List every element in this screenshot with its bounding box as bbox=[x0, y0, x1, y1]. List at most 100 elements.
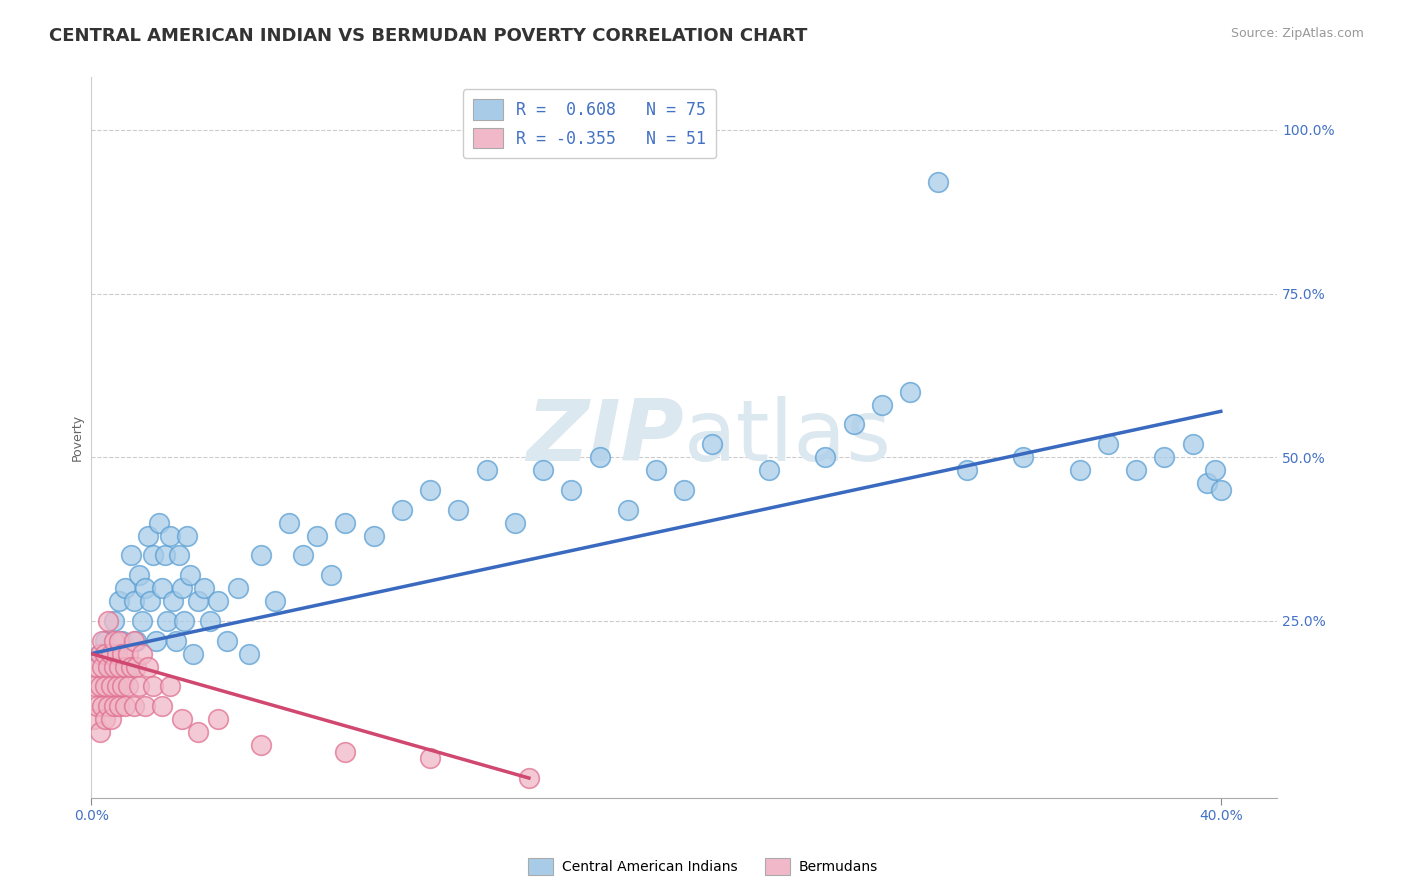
Point bbox=[148, 516, 170, 530]
Point bbox=[419, 483, 441, 497]
Point bbox=[91, 659, 114, 673]
Point bbox=[645, 463, 668, 477]
Point bbox=[616, 502, 638, 516]
Point bbox=[159, 679, 181, 693]
Point bbox=[100, 647, 122, 661]
Point bbox=[128, 679, 150, 693]
Point bbox=[673, 483, 696, 497]
Point bbox=[321, 568, 343, 582]
Point bbox=[277, 516, 299, 530]
Point bbox=[94, 679, 117, 693]
Point bbox=[91, 698, 114, 713]
Point bbox=[89, 647, 111, 661]
Y-axis label: Poverty: Poverty bbox=[72, 414, 84, 461]
Point bbox=[153, 549, 176, 563]
Point bbox=[207, 594, 229, 608]
Point bbox=[181, 647, 204, 661]
Point bbox=[814, 450, 837, 465]
Point bbox=[1181, 437, 1204, 451]
Point bbox=[91, 633, 114, 648]
Point bbox=[86, 698, 108, 713]
Point bbox=[307, 529, 329, 543]
Point bbox=[136, 659, 159, 673]
Point bbox=[145, 633, 167, 648]
Point bbox=[142, 549, 165, 563]
Point bbox=[97, 659, 120, 673]
Point bbox=[588, 450, 610, 465]
Point bbox=[956, 463, 979, 477]
Point bbox=[108, 594, 131, 608]
Point bbox=[100, 679, 122, 693]
Point bbox=[1125, 463, 1147, 477]
Point bbox=[842, 417, 865, 432]
Point bbox=[1097, 437, 1119, 451]
Point bbox=[150, 698, 173, 713]
Point bbox=[117, 659, 139, 673]
Point bbox=[419, 751, 441, 765]
Point bbox=[165, 633, 187, 648]
Point bbox=[335, 516, 357, 530]
Point bbox=[187, 594, 209, 608]
Point bbox=[117, 679, 139, 693]
Point bbox=[475, 463, 498, 477]
Point bbox=[179, 568, 201, 582]
Point bbox=[176, 529, 198, 543]
Point bbox=[238, 647, 260, 661]
Point bbox=[173, 614, 195, 628]
Text: atlas: atlas bbox=[685, 396, 893, 479]
Point bbox=[1195, 476, 1218, 491]
Point bbox=[1012, 450, 1035, 465]
Point bbox=[249, 739, 271, 753]
Point bbox=[1153, 450, 1175, 465]
Legend: R =  0.608   N = 75, R = -0.355   N = 51: R = 0.608 N = 75, R = -0.355 N = 51 bbox=[463, 89, 716, 159]
Point bbox=[136, 529, 159, 543]
Point bbox=[1209, 483, 1232, 497]
Point bbox=[503, 516, 526, 530]
Point bbox=[927, 175, 949, 189]
Point bbox=[1204, 463, 1226, 477]
Text: Source: ZipAtlas.com: Source: ZipAtlas.com bbox=[1230, 27, 1364, 40]
Point bbox=[103, 698, 125, 713]
Point bbox=[560, 483, 582, 497]
Point bbox=[198, 614, 221, 628]
Point bbox=[94, 712, 117, 726]
Point bbox=[249, 549, 271, 563]
Point bbox=[517, 771, 540, 785]
Point bbox=[150, 581, 173, 595]
Point bbox=[170, 581, 193, 595]
Point bbox=[131, 614, 153, 628]
Point bbox=[215, 633, 238, 648]
Point bbox=[291, 549, 314, 563]
Point bbox=[1069, 463, 1091, 477]
Point bbox=[105, 647, 128, 661]
Point bbox=[142, 679, 165, 693]
Point bbox=[100, 659, 122, 673]
Point bbox=[114, 698, 136, 713]
Point bbox=[187, 725, 209, 739]
Point bbox=[105, 647, 128, 661]
Text: CENTRAL AMERICAN INDIAN VS BERMUDAN POVERTY CORRELATION CHART: CENTRAL AMERICAN INDIAN VS BERMUDAN POVE… bbox=[49, 27, 807, 45]
Point bbox=[207, 712, 229, 726]
Point bbox=[111, 647, 134, 661]
Point bbox=[170, 712, 193, 726]
Point bbox=[108, 698, 131, 713]
Point bbox=[94, 647, 117, 661]
Point bbox=[702, 437, 724, 451]
Point bbox=[167, 549, 190, 563]
Legend: Central American Indians, Bermudans: Central American Indians, Bermudans bbox=[523, 853, 883, 880]
Point bbox=[159, 529, 181, 543]
Point bbox=[226, 581, 249, 595]
Point bbox=[363, 529, 385, 543]
Point bbox=[125, 633, 148, 648]
Point bbox=[100, 712, 122, 726]
Point bbox=[120, 659, 142, 673]
Point bbox=[335, 745, 357, 759]
Point bbox=[86, 659, 108, 673]
Point bbox=[193, 581, 215, 595]
Point bbox=[111, 679, 134, 693]
Point bbox=[125, 659, 148, 673]
Point bbox=[94, 633, 117, 648]
Point bbox=[447, 502, 470, 516]
Point bbox=[870, 398, 893, 412]
Point bbox=[97, 614, 120, 628]
